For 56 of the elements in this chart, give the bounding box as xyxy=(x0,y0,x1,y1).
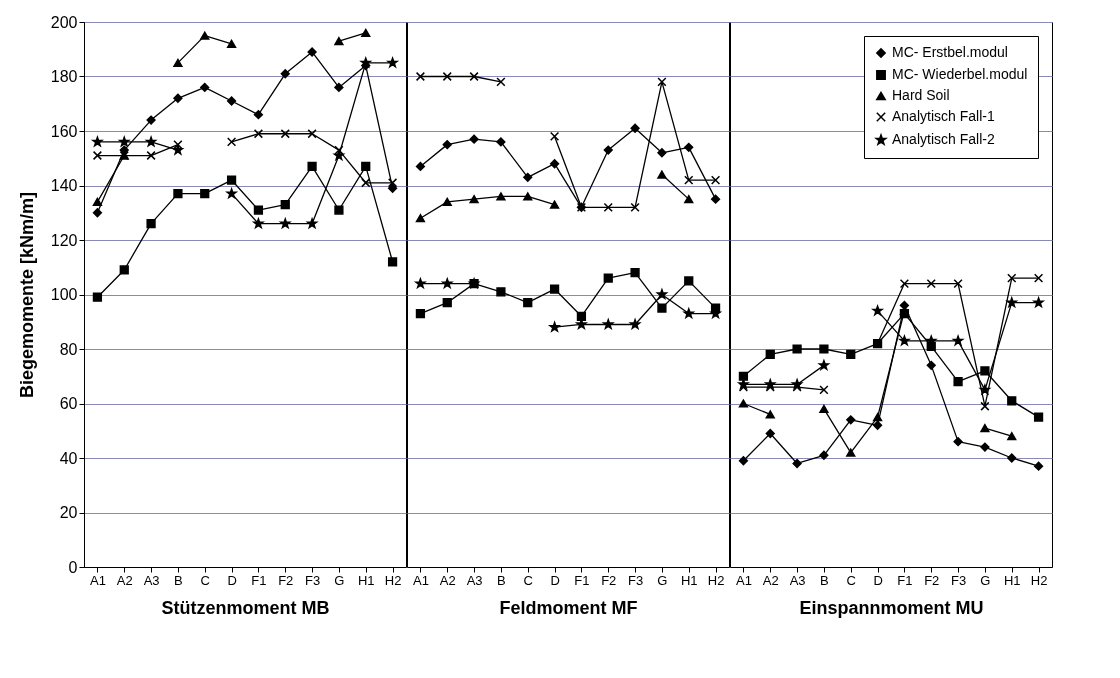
y-tick-label: 180 xyxy=(50,68,78,85)
x-tick-label: B xyxy=(174,572,183,588)
x-tick-label: A3 xyxy=(143,572,160,588)
x-axis-title: Feldmoment MF xyxy=(499,597,638,618)
x-tick-label: A3 xyxy=(466,572,483,588)
x-tick-label: F2 xyxy=(601,572,617,588)
y-tick-label: 120 xyxy=(50,231,78,249)
x-tick-label: G xyxy=(657,572,668,588)
x-tick-label: F2 xyxy=(278,572,294,588)
x-tick-label: C xyxy=(846,572,856,588)
y-tick-label: 60 xyxy=(59,395,78,412)
y-axis-title: Biegemomente [kNm/m] xyxy=(16,191,37,399)
x-tick-label: H2 xyxy=(1030,572,1048,588)
y-tick-label: 200 xyxy=(50,13,78,31)
legend-label: MC- Erstbel.modul xyxy=(892,44,1008,60)
x-tick-label: D xyxy=(873,572,883,588)
x-tick-label: C xyxy=(200,572,210,588)
x-tick-label: F1 xyxy=(897,572,913,588)
x-tick-label: G xyxy=(334,572,345,588)
x-tick-label: H1 xyxy=(1003,572,1021,588)
x-tick-label: F2 xyxy=(924,572,940,588)
x-tick-label: F1 xyxy=(251,572,267,588)
x-tick-label: D xyxy=(227,572,237,588)
x-tick-label: F1 xyxy=(574,572,590,588)
y-tick-label: 40 xyxy=(59,449,78,467)
legend-label: Hard Soil xyxy=(892,87,950,103)
legend-label: Analytisch Fall-2 xyxy=(892,131,995,147)
x-tick-label: A1 xyxy=(412,572,429,588)
x-tick-label: B xyxy=(820,572,829,588)
x-tick-label: H2 xyxy=(707,572,725,588)
x-tick-label: A1 xyxy=(89,572,106,588)
x-tick-label: A2 xyxy=(439,572,456,588)
x-tick-label: F3 xyxy=(628,572,644,588)
y-tick-label: 140 xyxy=(50,177,78,194)
x-tick-label: A1 xyxy=(735,572,752,588)
x-tick-label: C xyxy=(523,572,533,588)
x-tick-label: F3 xyxy=(951,572,967,588)
y-tick-label: 160 xyxy=(50,122,78,140)
x-tick-label: F3 xyxy=(305,572,321,588)
y-tick-label: 0 xyxy=(68,558,78,576)
y-tick-label: 100 xyxy=(50,286,78,303)
legend-label: Analytisch Fall-1 xyxy=(892,108,995,124)
y-tick-label: 20 xyxy=(59,504,78,521)
y-tick-label: 80 xyxy=(59,340,78,358)
x-axis-title: Stützenmoment MB xyxy=(161,597,330,618)
x-tick-label: B xyxy=(497,572,506,588)
legend-label: MC- Wiederbel.modul xyxy=(892,66,1028,82)
x-tick-label: H2 xyxy=(384,572,402,588)
x-tick-label: A2 xyxy=(762,572,779,588)
x-tick-label: H1 xyxy=(357,572,375,588)
x-axis-title: Einspannmoment MU xyxy=(799,597,984,618)
x-tick-label: D xyxy=(550,572,560,588)
x-tick-label: H1 xyxy=(680,572,698,588)
x-tick-label: A3 xyxy=(789,572,806,588)
x-tick-label: G xyxy=(980,572,991,588)
x-tick-label: A2 xyxy=(116,572,133,588)
